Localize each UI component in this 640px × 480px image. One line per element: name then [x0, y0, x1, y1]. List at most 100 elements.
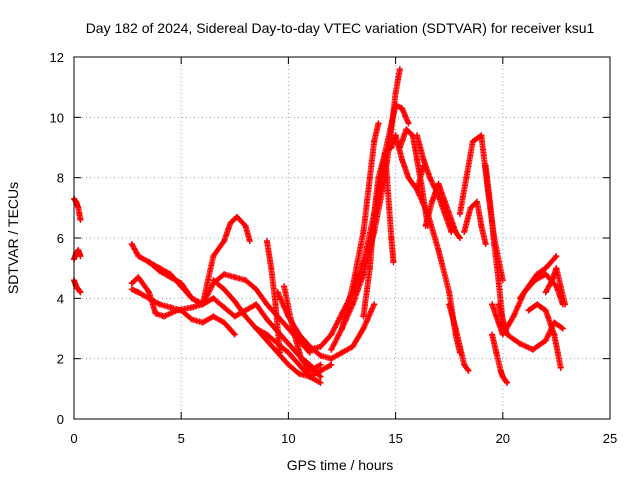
data-point: [561, 301, 568, 308]
data-point: [542, 265, 549, 272]
data-point: [486, 198, 493, 205]
data-point: [135, 274, 142, 281]
data-point: [371, 210, 378, 217]
series-track-14: [339, 66, 403, 332]
marker-track: [71, 195, 84, 223]
data-point: [446, 301, 453, 308]
y-tick-label: 12: [50, 50, 64, 65]
data-point: [551, 319, 558, 326]
data-point: [161, 313, 168, 320]
data-point: [495, 277, 502, 284]
data-point: [456, 210, 463, 217]
x-axis-label: GPS time / hours: [287, 457, 394, 473]
data-point: [360, 313, 367, 320]
series-track-10: [263, 238, 283, 356]
data-point: [317, 367, 324, 374]
x-tick-label: 15: [388, 431, 402, 446]
data-point: [339, 325, 345, 332]
data-point: [405, 174, 412, 181]
data-point: [422, 222, 429, 229]
data-point: [339, 349, 345, 356]
data-point: [328, 361, 335, 368]
marker-track: [71, 247, 84, 263]
data-point: [253, 286, 260, 293]
series-track-12: [281, 283, 324, 374]
data-point: [263, 301, 270, 308]
data-point: [557, 283, 564, 290]
y-tick-label: 0: [57, 412, 64, 427]
data-point: [418, 180, 425, 187]
data-point: [328, 346, 335, 353]
data-point: [392, 132, 399, 139]
data-point: [435, 180, 442, 187]
series-track-24: [456, 132, 506, 284]
data-point: [446, 289, 453, 296]
data-point: [452, 325, 459, 332]
data-point: [268, 265, 275, 272]
data-point: [482, 241, 489, 248]
data-point: [199, 301, 206, 308]
data-point: [489, 301, 496, 308]
data-point: [272, 301, 279, 308]
data-point: [221, 304, 228, 311]
marker-track: [456, 132, 506, 284]
series-track-28: [495, 301, 566, 353]
data-point: [482, 162, 489, 169]
data-point: [210, 277, 217, 284]
marker-track: [525, 301, 564, 371]
data-point: [448, 216, 455, 223]
data-point: [360, 228, 367, 235]
series-track-29: [489, 331, 511, 386]
data-point: [233, 213, 240, 220]
data-point: [178, 307, 185, 314]
y-tick-label: 4: [57, 291, 64, 306]
data-point: [489, 331, 496, 338]
data-point: [188, 316, 195, 323]
data-point: [263, 337, 270, 344]
data-point: [441, 198, 448, 205]
series-track-15: [328, 120, 382, 353]
data-point: [409, 180, 416, 187]
data-point: [525, 307, 532, 314]
data-point: [399, 156, 406, 163]
data-point: [542, 337, 549, 344]
data-point: [231, 274, 238, 281]
series-track-25: [461, 198, 489, 248]
data-point: [371, 138, 378, 145]
data-point: [499, 373, 506, 380]
data-point: [246, 238, 253, 245]
data-point: [429, 198, 436, 205]
data-markers: [71, 66, 568, 386]
series-track-03: [71, 277, 84, 296]
data-point: [231, 313, 238, 320]
data-point: [128, 286, 135, 293]
series-track-32: [542, 265, 568, 308]
data-point: [146, 295, 153, 302]
data-point: [366, 265, 373, 272]
data-point: [551, 331, 558, 338]
data-point: [128, 280, 135, 287]
data-point: [242, 222, 249, 229]
series-track-17: [381, 150, 397, 266]
data-point: [386, 204, 393, 211]
data-point: [199, 319, 206, 326]
data-point: [317, 373, 324, 380]
data-point: [296, 361, 303, 368]
data-point: [435, 247, 442, 254]
data-point: [360, 271, 367, 278]
data-point: [559, 325, 566, 332]
data-point: [75, 247, 82, 254]
series-track-30: [516, 253, 560, 302]
data-point: [542, 271, 549, 278]
data-point: [388, 144, 395, 151]
data-point: [289, 325, 296, 332]
marker-track: [446, 301, 472, 374]
data-point: [510, 313, 517, 320]
data-point: [504, 379, 511, 386]
data-point: [396, 144, 403, 151]
data-point: [542, 289, 549, 296]
data-point: [178, 280, 185, 287]
y-tick-label: 8: [57, 171, 64, 186]
data-point: [474, 198, 481, 205]
chart-grid: [74, 57, 610, 419]
